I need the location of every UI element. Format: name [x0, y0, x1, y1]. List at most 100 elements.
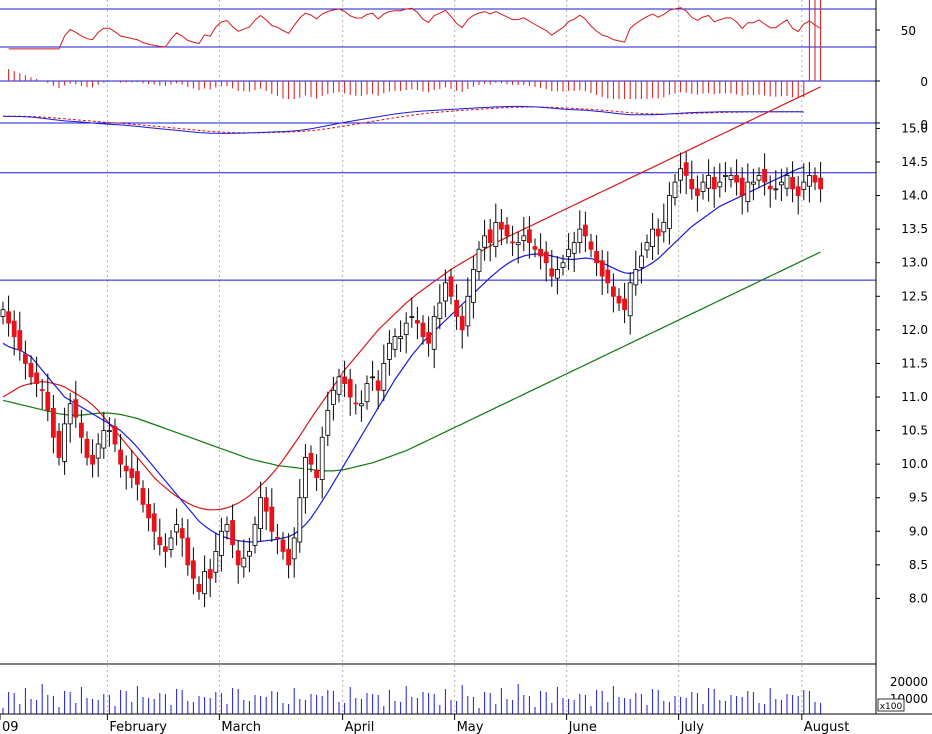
candle-up [728, 175, 734, 180]
candle-down [790, 177, 795, 190]
volume-multiplier-box [877, 698, 905, 712]
candle-down [73, 399, 79, 418]
rsi-tick-label: 50 [901, 24, 916, 38]
candle-down [420, 322, 426, 337]
candle-up [95, 443, 101, 459]
price-tick-label: 8.0 [909, 591, 928, 605]
price-tick-label: 15.0 [901, 121, 928, 135]
candle-down [230, 520, 236, 546]
candle-down [45, 391, 51, 411]
candle-down [487, 229, 493, 243]
candle-up [336, 376, 342, 395]
candle-up [717, 181, 723, 188]
candle-up [224, 524, 230, 532]
price-panel [0, 86, 876, 608]
month-label: July [680, 720, 705, 734]
candle-down [51, 408, 56, 438]
candle-up [515, 242, 521, 245]
candle-up [291, 537, 297, 560]
volume-panel [2, 684, 822, 714]
candle-down [84, 438, 90, 458]
price-tick-label: 10.0 [901, 457, 928, 471]
candle-up [246, 551, 252, 557]
candle-down [157, 536, 163, 546]
candle-up [218, 530, 224, 556]
price-tick-label: 13.0 [901, 256, 928, 270]
candle-up [627, 282, 633, 317]
candle-up [392, 336, 398, 350]
candle-up [773, 188, 779, 191]
candle-down [538, 248, 543, 257]
candle-down [818, 177, 823, 190]
price-tick-label: 14.5 [901, 155, 928, 169]
candle-down [375, 380, 381, 391]
candle-up [801, 181, 807, 190]
rsi-line [8, 7, 821, 50]
candle-down [616, 295, 622, 304]
candle-down [583, 224, 588, 237]
candle-down [112, 426, 118, 445]
candle-up [784, 175, 790, 189]
candle-up [442, 282, 448, 302]
candle-down [611, 286, 616, 297]
candle-up [386, 342, 392, 360]
candle-up [678, 168, 683, 181]
candle-up [297, 497, 303, 543]
candle-up [566, 248, 571, 258]
candle-up [325, 410, 331, 436]
candle-up [101, 430, 107, 449]
macd-histogram-panel [0, 0, 876, 99]
candle-down [711, 177, 717, 190]
price-tick-label: 11.5 [901, 356, 928, 370]
price-tick-label: 13.5 [901, 222, 928, 236]
candle-down [185, 537, 191, 566]
price-tick-label: 9.0 [909, 524, 928, 538]
candle-up [258, 497, 264, 530]
candle-up [62, 423, 67, 462]
candle-up [633, 269, 639, 286]
candle-up [431, 316, 437, 350]
candle-down [353, 402, 359, 405]
candle-down [146, 504, 152, 519]
histogram-tick-label: 0 [920, 75, 928, 89]
candle-up [482, 235, 488, 248]
candle-down [235, 550, 241, 566]
candle-up [555, 269, 560, 279]
candle-up [319, 436, 325, 480]
candle-down [695, 188, 700, 196]
candle-down [594, 250, 599, 264]
candle-down [123, 465, 129, 472]
candle-down [140, 487, 146, 505]
candle-down [280, 539, 286, 552]
candle-down [605, 269, 611, 284]
candle-up [202, 571, 208, 595]
moving-average-long [2, 251, 821, 472]
candle-down [308, 452, 314, 465]
candle-up [370, 376, 376, 379]
candle-up [476, 248, 482, 272]
candle-down [17, 330, 23, 351]
candle-down [689, 179, 695, 190]
candle-up [465, 295, 471, 327]
candle-down [22, 353, 28, 364]
candle-down [269, 506, 275, 532]
candle-up [241, 557, 247, 568]
candle-down [151, 513, 157, 532]
vertical-grid-lines [106, 0, 803, 714]
candle-up [437, 302, 443, 319]
candle-up [330, 389, 336, 405]
candle-down [39, 389, 45, 392]
month-label: March [221, 720, 261, 734]
candle-up [751, 181, 756, 185]
price-tick-label: 9.5 [909, 491, 928, 505]
month-label: August [804, 720, 850, 734]
candle-up [174, 524, 180, 533]
macd-signal-line [3, 106, 804, 134]
candle-down [263, 497, 269, 512]
candle-down [162, 546, 168, 552]
candle-up [302, 457, 308, 499]
price-tick-label: 11.0 [901, 390, 928, 404]
price-tick-label: 10.5 [901, 424, 928, 438]
candle-down [762, 168, 767, 183]
